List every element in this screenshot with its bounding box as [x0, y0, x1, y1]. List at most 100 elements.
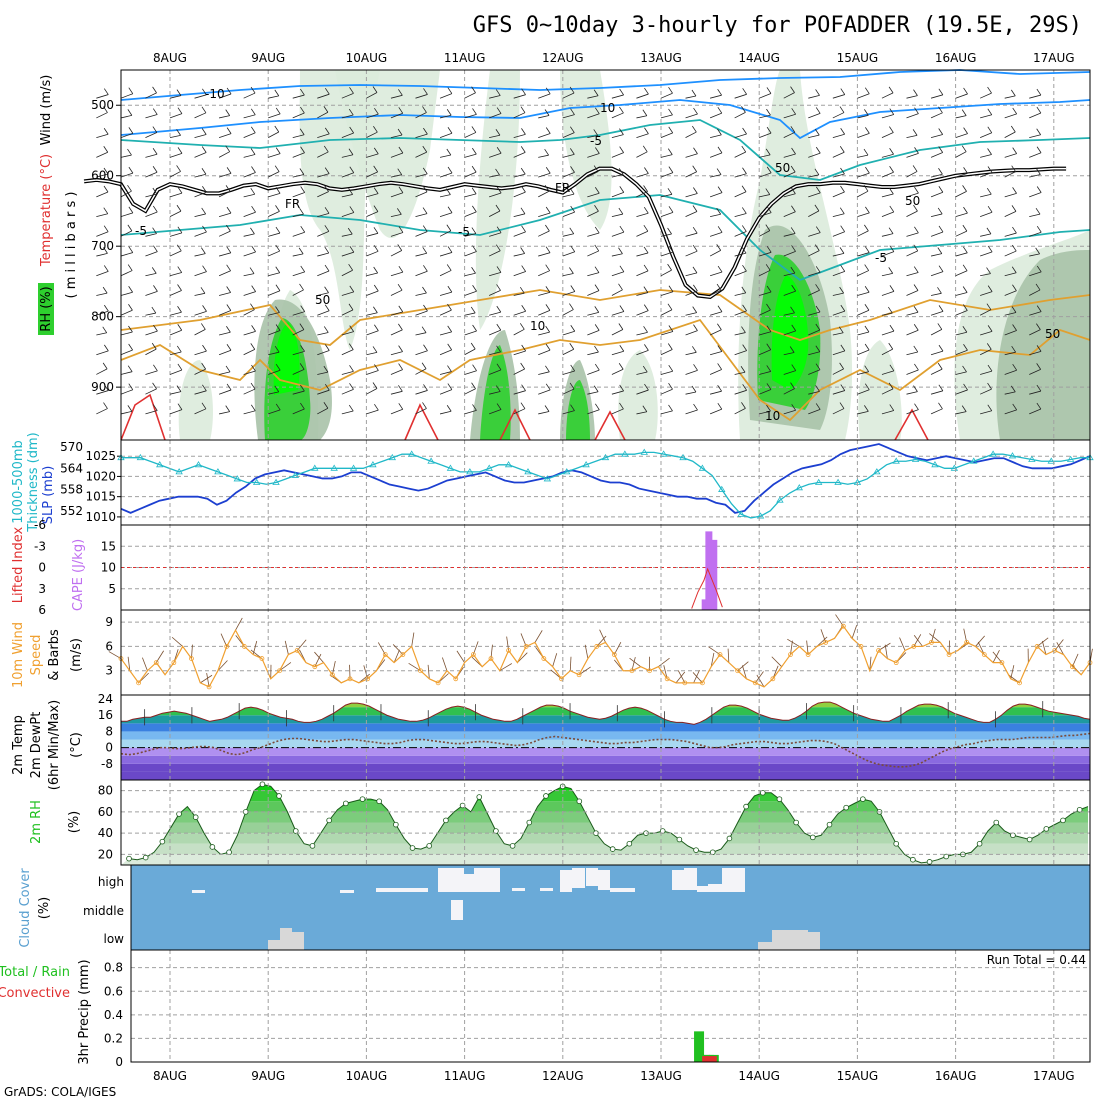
wind-barb	[145, 211, 158, 217]
wind-barb-flag	[643, 326, 648, 333]
wind-barb	[808, 232, 821, 237]
wind-barb-flag	[962, 185, 967, 192]
wind-barb-flag	[202, 305, 207, 312]
rh2m-marker	[159, 838, 166, 845]
thickness-marker	[679, 453, 687, 461]
wind-barb	[169, 311, 182, 316]
wind-barb-flag	[570, 166, 575, 173]
wind-barb-flag	[766, 166, 772, 174]
wind-barb-flag	[914, 147, 919, 154]
wind-barb	[930, 213, 943, 217]
wind10m-barb	[569, 656, 572, 671]
wind-barb	[390, 94, 403, 99]
wind-barb-flag	[840, 384, 846, 391]
thickness-marker	[330, 464, 338, 471]
wind-barb	[538, 154, 549, 158]
wind-barb-flag	[839, 106, 845, 113]
wind-barb	[783, 290, 796, 296]
wind-barb-flag	[987, 205, 993, 213]
wind-barb-flag	[840, 344, 846, 352]
wind-barb-flag	[250, 86, 256, 94]
thickness-marker	[543, 475, 552, 482]
wind-barb	[930, 253, 942, 257]
wind-barb-flag	[913, 244, 919, 252]
wind-barb	[709, 289, 722, 296]
wind-barb	[169, 113, 183, 119]
wind-barb-flag	[741, 145, 747, 153]
wind-barb-flag	[570, 148, 575, 155]
wind-barb-flag	[299, 363, 305, 370]
wind-barb	[415, 350, 428, 356]
wind-barb-flag	[913, 324, 919, 331]
wind-barb-flag	[889, 166, 894, 173]
wind-barb	[513, 408, 526, 415]
wind-barb-flag	[790, 306, 795, 314]
wind-barb	[538, 331, 550, 336]
wind-barb-flag	[668, 206, 674, 213]
wind-barb	[415, 151, 427, 158]
rh-tick-label: 40	[98, 826, 113, 840]
wind-barb-flag	[692, 226, 698, 234]
wind-barb-flag	[740, 366, 746, 373]
rh2m-marker	[926, 859, 933, 865]
wind-barb-flag	[668, 126, 674, 134]
wind-barb	[390, 271, 404, 277]
wind-barb-flag	[274, 89, 280, 97]
wind-barb-flag	[717, 402, 723, 410]
wind-barb	[906, 409, 919, 415]
wind-barb-flag	[153, 245, 158, 252]
wind-barb-flag	[152, 227, 157, 234]
wind-barb-flag	[446, 109, 452, 116]
wind-barb-flag	[864, 325, 870, 333]
wind-barb-flag	[495, 204, 501, 212]
wind-barb	[881, 272, 893, 277]
upper-ytick-label: 500	[91, 98, 114, 112]
wind-barb-flag	[151, 306, 157, 314]
isotherm-red-2	[499, 408, 531, 441]
wind-barb	[636, 331, 648, 336]
wind-barb-flag	[372, 346, 378, 353]
wind-barb	[808, 329, 820, 336]
wind-barb	[390, 152, 404, 158]
wind-barb	[489, 232, 502, 237]
wind-barb	[808, 134, 820, 139]
wind-barb-flag	[766, 303, 771, 311]
wind-barb	[96, 94, 109, 99]
wind-barb-flag	[177, 266, 183, 273]
wind-barb-flag	[151, 342, 157, 350]
wind-barb-flag	[545, 127, 551, 134]
wind-barb-flag	[372, 86, 378, 93]
wind10m-barb	[127, 656, 131, 671]
rh2m-marker	[309, 843, 316, 849]
wind-barb-flag	[594, 244, 600, 252]
wind-barb	[145, 114, 158, 119]
wind-barb-flag	[717, 226, 723, 233]
wind-barb	[464, 370, 477, 375]
wind-barb-flag	[839, 207, 845, 214]
wind-barb-flag	[1036, 225, 1042, 233]
wind-barb-flag	[889, 148, 894, 155]
wind-barb	[734, 350, 747, 356]
precip-convective-axis-label: Convective	[0, 986, 70, 1001]
wind-barb	[194, 253, 206, 257]
wind-barb	[513, 231, 526, 237]
wind-barb	[268, 113, 281, 119]
wind-barb-flag	[741, 225, 747, 232]
wind-barb-flag	[937, 362, 943, 370]
wind-barb	[218, 292, 231, 296]
wind-barb-flag	[938, 168, 943, 175]
wind-barb	[857, 230, 869, 237]
rh2m-marker	[476, 794, 483, 800]
wind-barb	[808, 95, 820, 99]
wind-barb	[832, 408, 845, 415]
wind-barb-flag	[765, 148, 771, 156]
wind-barb-flag	[889, 285, 895, 292]
wind-barb	[783, 211, 796, 217]
wind-barb	[194, 191, 207, 198]
cloud-mid-block	[451, 900, 463, 920]
wind-barb-flag	[839, 362, 844, 370]
wind-barb	[1004, 171, 1016, 178]
cloud-high-block-4	[512, 888, 525, 891]
wind-barb	[96, 408, 108, 415]
wind-barb	[734, 93, 747, 99]
